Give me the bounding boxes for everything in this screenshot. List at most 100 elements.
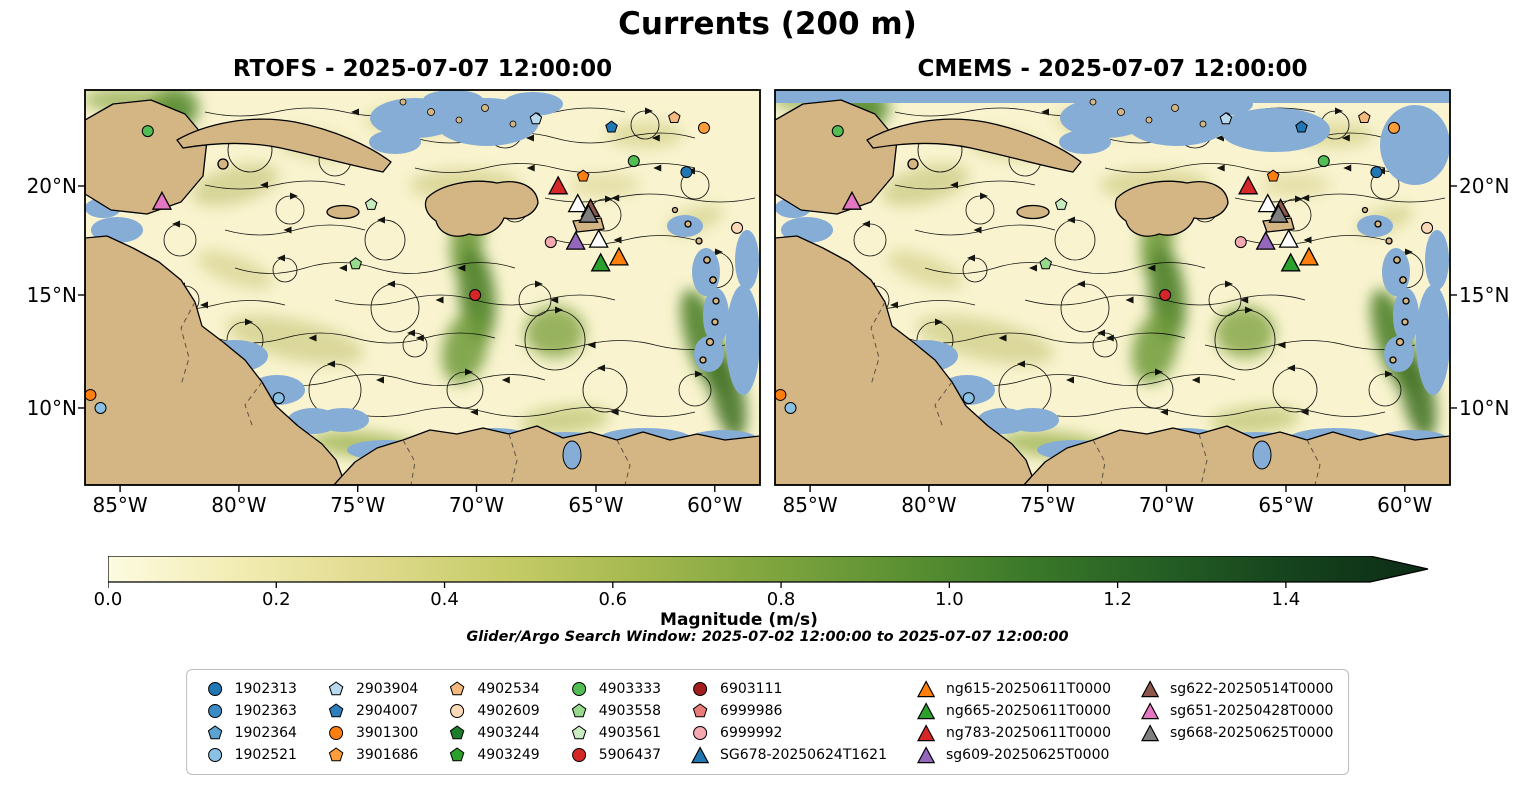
map-marker [151, 190, 173, 210]
legend-item: 4902609 [444, 700, 540, 722]
legend-pentagon-icon [328, 703, 344, 718]
legend-item: 1902363 [202, 700, 297, 722]
legend-triangle-icon [916, 680, 936, 698]
map-marker [141, 125, 154, 138]
map-marker [1266, 169, 1280, 182]
legend-item: SG678-20250624T1621 [687, 744, 887, 766]
map-marker [567, 193, 588, 213]
legend-pentagon-icon [328, 747, 344, 762]
colorbar-tick-label: 1.4 [1271, 589, 1301, 610]
land-layer [775, 98, 1450, 485]
map-marker [1278, 228, 1299, 248]
x-tick-label: 75°W [1020, 493, 1076, 517]
search-window-subtitle: Glider/Argo Search Window: 2025-07-02 12… [466, 629, 1069, 645]
colorbar-tick-label: 0.4 [430, 589, 459, 610]
legend-pentagon-icon [450, 725, 465, 740]
map-marker [1387, 121, 1400, 134]
x-tick-label: 65°W [568, 493, 624, 517]
legend-label: 6903111 [720, 681, 783, 697]
map-marker [94, 401, 107, 414]
legend-label: ng783-20250611T0000 [946, 725, 1111, 741]
colorbar-tick-label: 1.0 [935, 589, 964, 610]
legend-item: ng665-20250611T0000 [913, 700, 1111, 722]
panel-title-cmems: CMEMS - 2025-07-07 12:00:00 [917, 56, 1308, 82]
legend-triangle-icon [916, 746, 936, 764]
legend-label: 4903561 [598, 725, 662, 741]
map-marker [605, 120, 618, 133]
map-marker [1421, 221, 1434, 234]
map-marker [85, 388, 97, 401]
legend-pentagon-icon [571, 703, 586, 718]
legend-item: sg609-20250625T0000 [913, 744, 1111, 766]
map-marker [1039, 257, 1052, 270]
legend-pentagon-icon [450, 681, 465, 696]
map-marker [841, 190, 863, 210]
x-tick-label: 60°W [687, 493, 743, 517]
legend-label: 1902363 [234, 703, 297, 719]
legend-circle-icon [693, 726, 708, 740]
legend-item: 3901300 [323, 722, 418, 744]
map-marker [1280, 252, 1301, 272]
legend-label: sg609-20250625T0000 [946, 747, 1110, 763]
map-marker [627, 155, 640, 168]
legend-item: ng783-20250611T0000 [913, 722, 1111, 744]
map-marker [1238, 175, 1259, 195]
map-marker [1317, 155, 1330, 168]
legend-item: 6999992 [687, 722, 887, 744]
colorbar-tick-label: 0.2 [261, 589, 291, 610]
rtofs-map-canvas [78, 89, 761, 492]
legend-label: 1902313 [234, 681, 297, 697]
map-marker [1268, 203, 1289, 223]
legend-label: 1902521 [234, 747, 297, 763]
map-marker [588, 228, 609, 248]
legend-item: 1902364 [202, 722, 297, 744]
legend-circle-icon [207, 682, 222, 696]
legend-pentagon-icon [571, 725, 586, 740]
y-tick-label-right: 10°N [1459, 395, 1510, 420]
map-marker [1054, 197, 1068, 210]
legend-label: 1902364 [234, 725, 297, 741]
map-marker [697, 121, 710, 134]
map-marker [1234, 236, 1247, 249]
legend-circle-icon [693, 682, 708, 696]
legend-item: 4903249 [444, 744, 540, 766]
legend-label: 4903558 [598, 703, 662, 719]
legend-item: 4903244 [444, 722, 540, 744]
map-marker [469, 289, 482, 302]
map-marker [544, 236, 557, 249]
legend-circle-icon [571, 748, 586, 762]
legend-triangle-icon [1140, 724, 1160, 742]
colorbar [108, 556, 1429, 588]
legend-label: ng665-20250611T0000 [946, 703, 1111, 719]
y-tick-label-right: 15°N [1459, 283, 1510, 307]
map-marker [775, 388, 787, 401]
legend-label: 2903904 [355, 681, 419, 697]
legend-label: sg668-20250625T0000 [1169, 725, 1334, 741]
legend-item: 6903111 [687, 678, 887, 700]
x-tick-label: 85°W [782, 493, 838, 517]
x-tick-label: 65°W [1258, 493, 1314, 517]
legend-item: 4903561 [566, 722, 661, 744]
colorbar-tick-label: 0.6 [598, 589, 628, 610]
figure-title: Currents (200 m) [618, 6, 917, 42]
colorbar-label: Magnitude (m/s) [660, 610, 818, 630]
map-marker [731, 221, 744, 234]
legend-pentagon-icon [692, 703, 708, 718]
y-tick-label-left: 10°N [26, 395, 77, 420]
map-marker [565, 230, 586, 250]
legend-item: 4902534 [444, 678, 540, 700]
map-marker [784, 401, 797, 414]
legend-label: SG678-20250624T1621 [720, 747, 887, 763]
map-marker [590, 252, 611, 272]
colorbar-tick-label: 0.8 [766, 589, 796, 610]
legend-triangle-icon [1140, 702, 1160, 720]
legend-label: 6999992 [720, 725, 783, 741]
legend-label: 2904007 [355, 703, 419, 719]
legend-triangle-icon [690, 746, 710, 764]
x-tick-label: 60°W [1377, 493, 1433, 517]
legend-item: 4903333 [566, 678, 661, 700]
legend-item: 4903558 [566, 700, 661, 722]
legend-item: 3901686 [323, 744, 418, 766]
legend-label: sg622-20250514T0000 [1169, 681, 1334, 697]
